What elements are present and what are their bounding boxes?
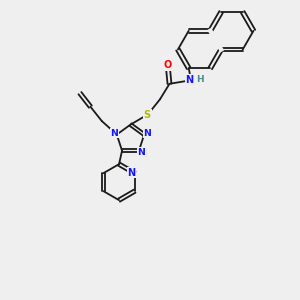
Text: N: N xyxy=(137,148,145,157)
Text: N: N xyxy=(143,129,151,138)
Text: H: H xyxy=(196,75,203,84)
Text: N: N xyxy=(110,129,118,138)
Text: O: O xyxy=(164,60,172,70)
Text: S: S xyxy=(144,110,151,120)
Text: N: N xyxy=(185,75,194,85)
Text: N: N xyxy=(128,168,136,178)
